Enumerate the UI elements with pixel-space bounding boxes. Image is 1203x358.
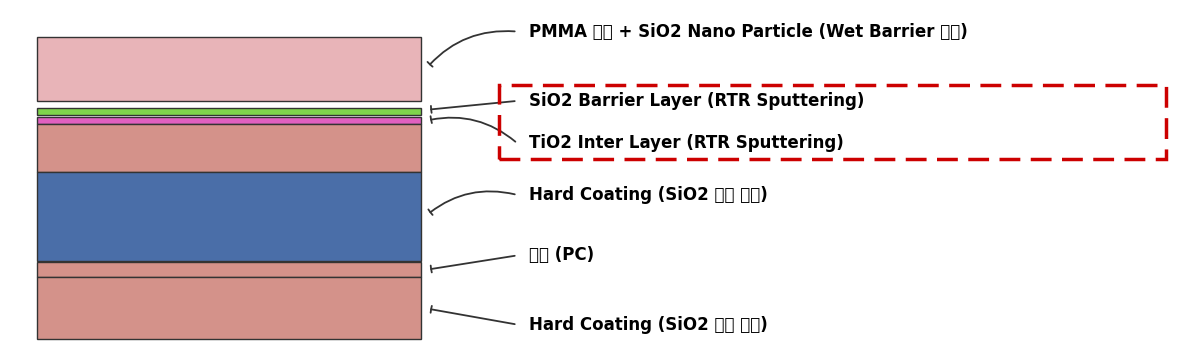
FancyBboxPatch shape — [37, 124, 421, 172]
Text: SiO2 Barrier Layer (RTR Sputtering): SiO2 Barrier Layer (RTR Sputtering) — [529, 92, 865, 110]
FancyBboxPatch shape — [37, 262, 421, 277]
FancyBboxPatch shape — [37, 277, 421, 339]
FancyBboxPatch shape — [37, 37, 421, 101]
Text: Hard Coating (SiO2 졸겔 코팅): Hard Coating (SiO2 졸겔 코팅) — [529, 186, 769, 204]
Text: PMMA 수지 + SiO2 Nano Particle (Wet Barrier 코팅): PMMA 수지 + SiO2 Nano Particle (Wet Barrie… — [529, 23, 968, 40]
Text: 모재 (PC): 모재 (PC) — [529, 246, 594, 264]
FancyBboxPatch shape — [37, 108, 421, 115]
Text: TiO2 Inter Layer (RTR Sputtering): TiO2 Inter Layer (RTR Sputtering) — [529, 135, 845, 153]
FancyBboxPatch shape — [37, 172, 421, 261]
FancyBboxPatch shape — [37, 117, 421, 124]
Text: Hard Coating (SiO2 졸겔 코팅): Hard Coating (SiO2 졸겔 코팅) — [529, 316, 769, 334]
